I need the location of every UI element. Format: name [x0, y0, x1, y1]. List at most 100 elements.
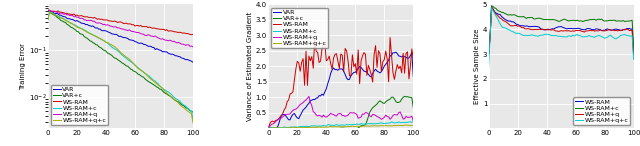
- WS-RAM+q: [367, 116, 375, 118]
- WS-RAM+q+c: [522, 34, 530, 36]
- VAR+c: [353, 128, 360, 129]
- WS-RAM+q: [147, 35, 155, 37]
- WS-RAM+c: [333, 124, 340, 125]
- WS-RAM+q+c: [485, 66, 493, 67]
- Line: VAR+c: VAR+c: [48, 11, 193, 112]
- WS-RAM+q: [553, 30, 561, 32]
- VAR+c: [401, 95, 408, 97]
- WS-RAM+c: [270, 127, 278, 129]
- WS-RAM+q: [374, 116, 382, 118]
- WS-RAM+c: [488, 5, 495, 7]
- WS-RAM+q: [485, 53, 493, 55]
- WS-RAM: [588, 29, 595, 30]
- WS-RAM: [81, 16, 88, 18]
- WS-RAM+q+c: [56, 16, 63, 18]
- Line: WS-RAM+c: WS-RAM+c: [48, 12, 193, 120]
- VAR: [367, 76, 375, 78]
- WS-RAM: [366, 69, 374, 70]
- Line: WS-RAM+q+c: WS-RAM+q+c: [48, 12, 193, 123]
- VAR+c: [131, 71, 139, 72]
- Line: WS-RAM+q: WS-RAM+q: [48, 10, 193, 47]
- WS-RAM+c: [374, 123, 382, 125]
- WS-RAM+q: [301, 100, 308, 102]
- WS-RAM+c: [45, 11, 53, 12]
- WS-RAM+q+c: [588, 36, 595, 38]
- WS-RAM+q+c: [189, 122, 196, 124]
- WS-RAM+q+c: [630, 58, 637, 60]
- VAR: [131, 41, 139, 42]
- VAR: [302, 106, 310, 108]
- WS-RAM: [573, 28, 581, 29]
- VAR+c: [81, 36, 88, 38]
- WS-RAM: [54, 10, 62, 12]
- WS-RAM+q+c: [374, 125, 382, 127]
- WS-RAM: [188, 34, 195, 35]
- Line: WS-RAM+c: WS-RAM+c: [489, 6, 634, 54]
- WS-RAM+q: [353, 113, 360, 115]
- WS-RAM+c: [276, 127, 284, 129]
- WS-RAM+q+c: [353, 125, 360, 127]
- VAR: [189, 61, 196, 63]
- WS-RAM+q+c: [402, 124, 410, 126]
- Line: WS-RAM: WS-RAM: [48, 10, 193, 35]
- VAR+c: [273, 128, 281, 129]
- WS-RAM+q+c: [264, 127, 272, 129]
- WS-RAM+q: [410, 120, 417, 122]
- WS-RAM: [264, 128, 272, 129]
- WS-RAM+q: [305, 95, 313, 97]
- WS-RAM: [497, 14, 504, 15]
- VAR: [333, 69, 340, 70]
- WS-RAM+q+c: [45, 11, 53, 13]
- WS-RAM+q: [44, 9, 52, 11]
- VAR+c: [374, 101, 382, 103]
- WS-RAM: [387, 37, 394, 38]
- WS-RAM+q: [275, 118, 282, 120]
- WS-RAM+q: [333, 115, 340, 117]
- VAR+c: [111, 57, 118, 59]
- VAR+c: [146, 81, 154, 83]
- WS-RAM+q: [56, 13, 63, 14]
- WS-RAM+q: [264, 127, 272, 128]
- WS-RAM+c: [497, 11, 504, 12]
- WS-RAM: [189, 34, 196, 35]
- WS-RAM: [630, 53, 637, 55]
- WS-RAM+q+c: [302, 127, 310, 128]
- WS-RAM: [351, 63, 359, 65]
- WS-RAM+c: [410, 121, 417, 122]
- VAR: [410, 75, 417, 77]
- WS-RAM+q+c: [553, 35, 561, 37]
- WS-RAM: [301, 84, 308, 86]
- VAR: [44, 10, 52, 12]
- WS-RAM+c: [595, 18, 603, 20]
- VAR: [353, 70, 360, 71]
- WS-RAM+q: [45, 9, 53, 11]
- WS-RAM+q+c: [132, 66, 140, 68]
- WS-RAM+q: [132, 32, 140, 33]
- WS-RAM+c: [573, 19, 581, 21]
- WS-RAM: [275, 118, 282, 120]
- WS-RAM+q+c: [276, 127, 284, 129]
- VAR+c: [333, 128, 340, 129]
- WS-RAM+c: [485, 53, 493, 55]
- VAR: [276, 119, 284, 121]
- Line: WS-RAM+q: WS-RAM+q: [268, 96, 413, 128]
- WS-RAM+q: [630, 53, 637, 55]
- Y-axis label: Training Error: Training Error: [20, 43, 26, 90]
- VAR: [392, 51, 400, 53]
- Legend: VAR, VAR+c, WS-RAM, WS-RAM+c, WS-RAM+q, WS-RAM+q+c: VAR, VAR+c, WS-RAM, WS-RAM+c, WS-RAM+q, …: [271, 7, 328, 48]
- WS-RAM+q: [488, 7, 495, 8]
- WS-RAM+q+c: [112, 47, 120, 49]
- WS-RAM: [131, 25, 139, 27]
- Legend: VAR, VAR+c, WS-RAM, WS-RAM+c, WS-RAM+q, WS-RAM+q+c: VAR, VAR+c, WS-RAM, WS-RAM+c, WS-RAM+q, …: [51, 85, 108, 125]
- WS-RAM: [485, 53, 493, 55]
- WS-RAM+q: [522, 28, 530, 30]
- WS-RAM+q: [189, 46, 196, 48]
- VAR: [54, 13, 62, 15]
- VAR: [111, 34, 118, 35]
- WS-RAM+c: [367, 122, 375, 124]
- WS-RAM+q+c: [82, 30, 90, 32]
- Line: WS-RAM+c: WS-RAM+c: [268, 121, 413, 128]
- WS-RAM+q+c: [266, 127, 274, 129]
- WS-RAM: [153, 28, 161, 30]
- WS-RAM+q+c: [333, 126, 340, 128]
